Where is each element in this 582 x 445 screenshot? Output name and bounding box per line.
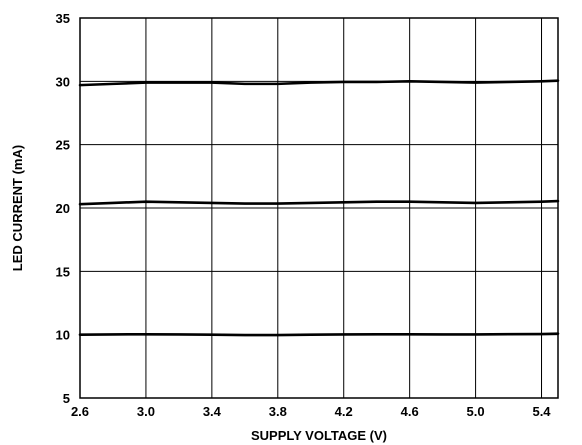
y-axis-title: LED CURRENT (mA) <box>10 145 25 271</box>
y-tick-labels: 5 10 15 20 25 30 35 <box>56 11 70 406</box>
x-tick-label-7: 5.4 <box>532 404 551 419</box>
x-tick-labels: 2.6 3.0 3.4 3.8 4.2 4.6 5.0 5.4 <box>71 404 551 419</box>
series-line-1 <box>78 199 560 206</box>
x-tick-label-5: 4.6 <box>401 404 419 419</box>
series-group <box>78 79 560 337</box>
plot-frame <box>79 17 559 399</box>
x-tick-label-3: 3.8 <box>269 404 287 419</box>
series-line-2 <box>78 332 560 337</box>
x-tick-label-6: 5.0 <box>467 404 485 419</box>
y-tick-label-6: 35 <box>56 11 70 26</box>
grid <box>80 18 558 398</box>
x-tick-label-4: 4.2 <box>335 404 353 419</box>
y-tick-label-4: 25 <box>56 138 70 153</box>
y-tick-label-2: 15 <box>56 264 70 279</box>
x-axis-title: SUPPLY VOLTAGE (V) <box>251 428 387 443</box>
y-tick-label-5: 30 <box>56 74 70 89</box>
series-line-0 <box>78 79 560 87</box>
y-tick-label-0: 5 <box>63 391 70 406</box>
y-tick-label-3: 20 <box>56 201 70 216</box>
x-tick-label-2: 3.4 <box>203 404 222 419</box>
x-tick-label-1: 3.0 <box>137 404 155 419</box>
x-tick-label-0: 2.6 <box>71 404 89 419</box>
y-tick-label-1: 10 <box>56 328 70 343</box>
